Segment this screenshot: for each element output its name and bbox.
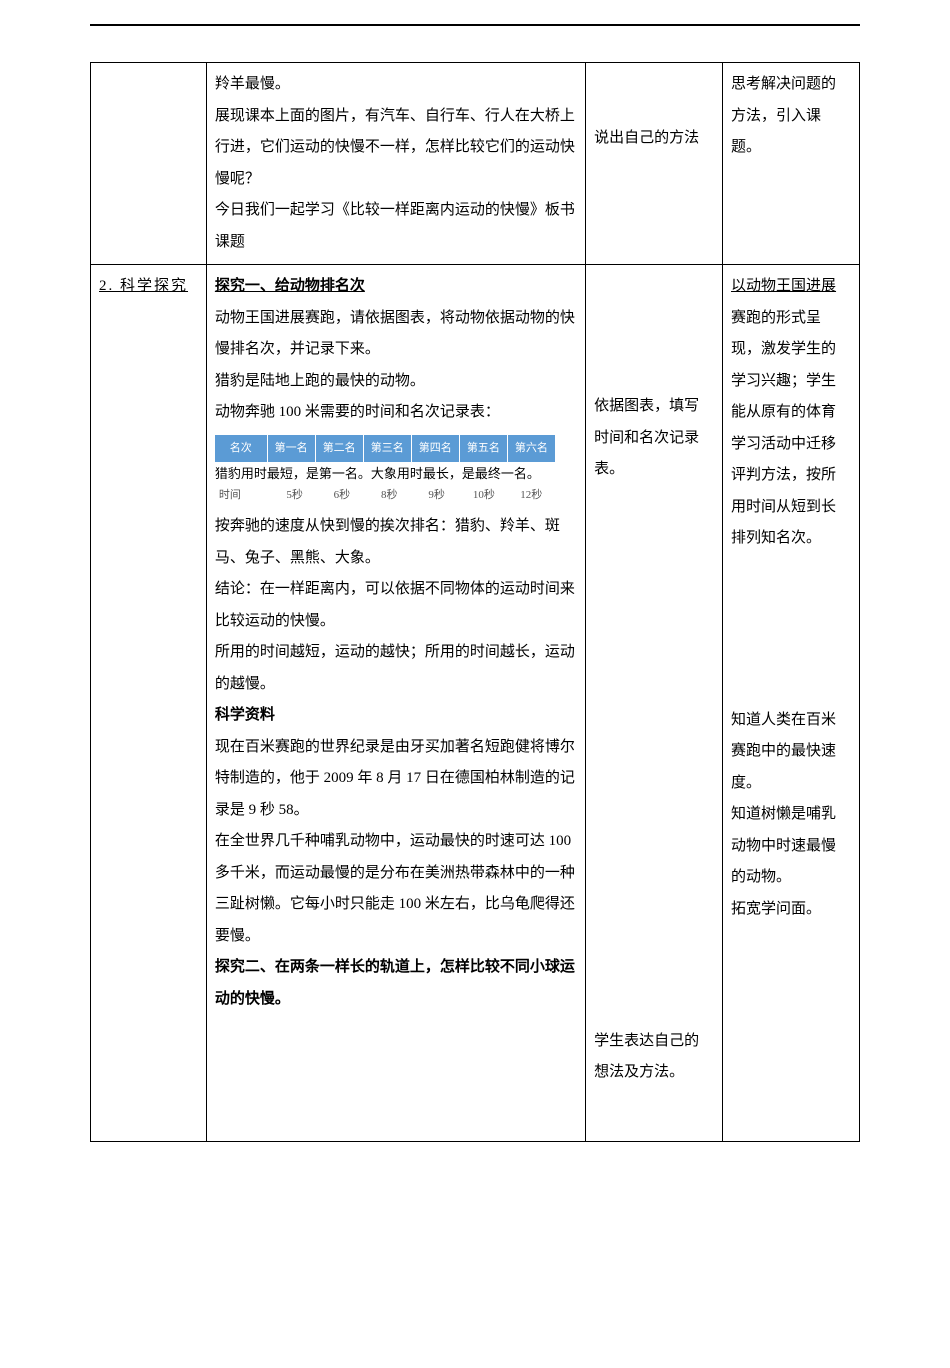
rank-overlay-text: 猎豹用时最短，是第一名。大象用时最长，是最终一名。 [215, 464, 577, 485]
table-row: 羚羊最慢。 展现课本上面的图片，有汽车、自行车、行人在大桥上行进，它们运动的快慢… [91, 63, 860, 265]
cell-student: 说出自己的方法 [586, 63, 723, 265]
rank-time: 12秒 [508, 484, 555, 507]
heading: 科学资料 [215, 707, 275, 723]
rank-time: 5秒 [271, 484, 318, 507]
rank-time: 8秒 [366, 484, 413, 507]
heading: 探究二、在两条一样长的轨道上，怎样比较不同小球运动的快慢。 [215, 959, 575, 1007]
cell-intent: 思考解决问题的方法，引入课题。 [723, 63, 860, 265]
text: 动物奔驰 100 米需要的时间和名次记录表： [215, 404, 500, 420]
cell-teacher: 探究一、给动物排名次 动物王国进展赛跑，请依据图表，将动物依据动物的快慢排名次，… [206, 265, 585, 1142]
rank-col: 名次 [215, 435, 268, 462]
spacer [594, 271, 714, 391]
rank-time: 10秒 [460, 484, 507, 507]
text: 所用的时间越短，运动的越快；所用的时间越长，运动的越慢。 [215, 644, 575, 692]
page: 羚羊最慢。 展现课本上面的图片，有汽车、自行车、行人在大桥上行进，它们运动的快慢… [0, 24, 950, 1368]
rank-table: 名次 第一名 第二名 第三名 第四名 第五名 第六名 猎豹用时最短，是第一名。大… [215, 435, 577, 508]
cell-step [91, 63, 207, 265]
spacer [215, 1015, 577, 1135]
rank-col: 第六名 [508, 435, 555, 462]
text: 学生表达自己的想法及方法。 [594, 1033, 699, 1081]
text: 知道人类在百米赛跑中的最快速度。 [731, 712, 836, 791]
lesson-table: 羚羊最慢。 展现课本上面的图片，有汽车、自行车、行人在大桥上行进，它们运动的快慢… [90, 62, 860, 1142]
cell-teacher: 羚羊最慢。 展现课本上面的图片，有汽车、自行车、行人在大桥上行进，它们运动的快慢… [206, 63, 585, 265]
rank-table-row-time: 时间 5秒 6秒 8秒 9秒 10秒 12秒 [215, 484, 555, 507]
text: 猎豹是陆地上跑的最快的动物。 [215, 373, 425, 389]
rank-time: 9秒 [413, 484, 460, 507]
text: 今日我们一起学习《比较一样距离内运动的快慢》板书课题 [215, 202, 575, 250]
rank-col: 第二名 [316, 435, 364, 462]
table-row: 2. 科学探究 探究一、给动物排名次 动物王国进展赛跑，请依据图表，将动物依据动… [91, 265, 860, 1142]
rank-col: 第三名 [364, 435, 412, 462]
text: 现在百米赛跑的世界纪录是由牙买加著名短跑健将博尔特制造的，他于 2009 年 8… [215, 739, 575, 818]
text: 以动物王国进展 [731, 278, 836, 294]
text: 动物王国进展赛跑，请依据图表，将动物依据动物的快慢排名次，并记录下来。 [215, 310, 575, 358]
heading: 探究一、给动物排名次 [215, 278, 365, 294]
rank-time: 6秒 [318, 484, 365, 507]
text: 说出自己的方法 [594, 130, 699, 146]
rank-table-header: 名次 第一名 第二名 第三名 第四名 第五名 第六名 [215, 435, 555, 462]
text: 羚羊最慢。 [215, 76, 290, 92]
text: 思考解决问题的方法，引入课题。 [731, 76, 836, 155]
rank-col: 第五名 [460, 435, 508, 462]
top-rule [90, 24, 860, 26]
text: 按奔驰的速度从快到慢的挨次排名：猎豹、羚羊、斑马、兔子、黑熊、大象。 [215, 518, 560, 566]
spacer [731, 555, 851, 705]
spacer [594, 486, 714, 1026]
step-label: 2. 科学探究 [99, 271, 198, 303]
text: 赛跑的形式呈现，激发学生的学习兴趣；学生能从原有的体育学习活动中迁移评判方法，按… [731, 310, 836, 547]
rank-col: 第四名 [412, 435, 460, 462]
text: 结论：在一样距离内，可以依据不同物体的运动时间来比较运动的快慢。 [215, 581, 575, 629]
text: 展现课本上面的图片，有汽车、自行车、行人在大桥上行进，它们运动的快慢不一样，怎样… [215, 108, 575, 187]
cell-student: 依据图表，填写时间和名次记录表。 学生表达自己的想法及方法。 [586, 265, 723, 1142]
text: 拓宽学问面。 [731, 901, 821, 917]
text: 知道树懒是哺乳动物中时速最慢的动物。 [731, 806, 836, 885]
cell-intent: 以动物王国进展赛跑的形式呈现，激发学生的学习兴趣；学生能从原有的体育学习活动中迁… [723, 265, 860, 1142]
rank-time-label: 时间 [215, 484, 271, 507]
rank-col: 第一名 [268, 435, 316, 462]
text: 依据图表，填写时间和名次记录表。 [594, 398, 699, 477]
cell-step: 2. 科学探究 [91, 265, 207, 1142]
text: 在全世界几千种哺乳动物中，运动最快的时速可达 100 多千米，而运动最慢的是分布… [215, 833, 575, 944]
